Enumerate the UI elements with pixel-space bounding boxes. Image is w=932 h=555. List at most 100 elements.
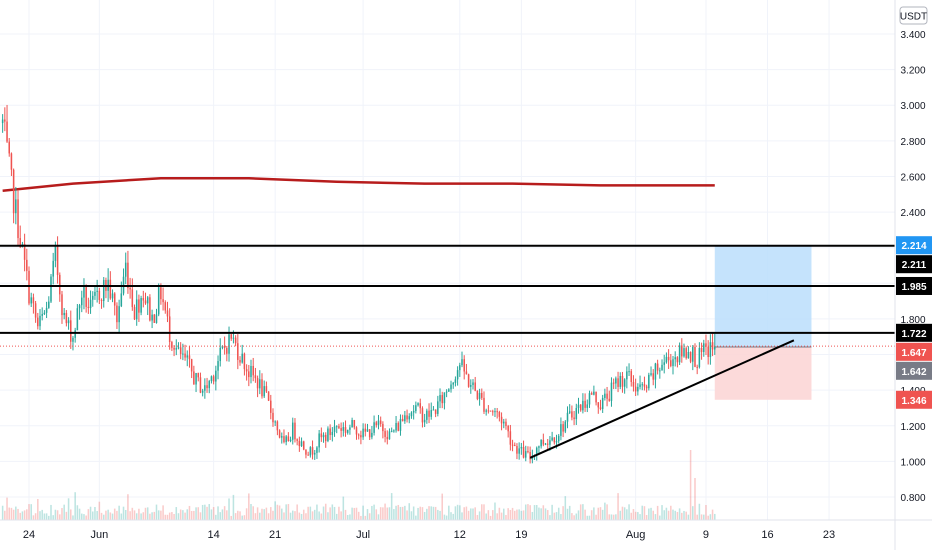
candle-body: [711, 342, 714, 350]
candle-body: [168, 316, 171, 343]
volume-bar: [406, 510, 408, 520]
candle-body: [333, 426, 336, 432]
volume-bar: [417, 507, 419, 520]
volume-bar: [302, 509, 305, 520]
target-zone[interactable]: [714, 245, 812, 348]
candle-body: [404, 415, 406, 422]
candle-body: [78, 305, 81, 309]
candle-body: [586, 404, 589, 408]
candle-body: [87, 306, 90, 309]
horizontal-levels[interactable]: [0, 244, 895, 347]
trendline[interactable]: [529, 339, 795, 459]
y-tick-label: 1.800: [900, 315, 925, 326]
volume-bar: [175, 507, 178, 520]
volume-bar: [109, 512, 112, 520]
candle-body: [283, 436, 285, 443]
volume-bar: [628, 504, 630, 520]
volume-bar: [489, 515, 492, 520]
volume-bar: [623, 507, 626, 520]
candle-body: [707, 346, 709, 357]
volume-bar: [265, 507, 268, 520]
volume-bar: [399, 506, 402, 520]
volume-bar: [500, 512, 503, 520]
candle-body: [52, 260, 54, 277]
candle-body: [285, 436, 287, 443]
candle-body: [687, 351, 690, 359]
stop-zone[interactable]: [714, 347, 812, 400]
volume-bar: [459, 505, 461, 520]
candle-body: [590, 393, 593, 395]
volume-bar: [454, 506, 457, 520]
volume-bar: [85, 515, 87, 520]
volume-bar: [606, 504, 608, 520]
volume-bar: [373, 504, 375, 520]
volume-bar: [232, 494, 235, 520]
candle-body: [652, 373, 654, 380]
volume-bar: [676, 511, 679, 520]
volume-bar: [478, 511, 481, 520]
y-tick-label: 2.400: [900, 208, 925, 219]
candle-body: [516, 446, 518, 454]
candle-body: [127, 262, 129, 289]
trendline-group[interactable]: [529, 339, 795, 459]
position-zones[interactable]: [714, 245, 812, 400]
candle-body: [226, 347, 228, 354]
candle-body: [190, 359, 193, 372]
candle-body: [386, 436, 389, 440]
price-axis-panel[interactable]: [895, 0, 932, 550]
candle-body: [689, 351, 692, 362]
candle-body: [371, 432, 373, 438]
volume-bar: [404, 505, 406, 520]
volume-bar: [208, 504, 211, 520]
candle-body: [153, 314, 156, 323]
candle-body: [291, 422, 294, 440]
candle-body: [430, 410, 433, 417]
volume-bar: [346, 515, 349, 520]
volume-bar: [648, 508, 650, 520]
x-tick-label: Jun: [90, 529, 108, 541]
y-tick-label: 0.800: [900, 493, 925, 504]
volume-bars: [1, 450, 716, 520]
price-tags: 2.214 2.211 1.985 1.722 1.647 1.642 1.346: [896, 236, 932, 409]
candle-body: [360, 435, 362, 438]
candle-body: [212, 376, 215, 382]
volume-bar: [140, 513, 142, 520]
volume-bar: [448, 505, 450, 520]
volume-bar: [263, 509, 265, 520]
volume-bar: [535, 504, 538, 520]
volume-bar: [560, 514, 562, 520]
volume-bar: [78, 508, 81, 520]
candle-body: [610, 382, 613, 401]
candle-body: [637, 386, 639, 392]
volume-bar: [320, 513, 323, 520]
candle-body: [511, 444, 514, 446]
candle-body: [650, 373, 652, 375]
candle-body: [582, 400, 584, 411]
volume-bar: [439, 510, 441, 520]
volume-bar: [588, 515, 591, 520]
volume-bar: [390, 493, 393, 520]
currency-badge[interactable]: USDT: [899, 6, 928, 25]
candle-body: [375, 422, 378, 426]
volume-bar: [80, 513, 83, 520]
candle-body: [524, 451, 527, 458]
candle-body: [302, 441, 305, 450]
candle-body: [696, 366, 698, 368]
candle-body: [186, 355, 189, 358]
x-tick-label: 9: [703, 529, 709, 541]
volume-bar: [382, 507, 384, 520]
candle-body: [111, 293, 114, 299]
candle-body: [700, 347, 703, 353]
candle-body: [118, 306, 120, 323]
candle-body: [182, 353, 184, 355]
price-tag-label: 2.214: [901, 241, 926, 252]
candle-body: [698, 347, 701, 368]
candle-body: [692, 346, 694, 362]
candle-body: [648, 374, 650, 389]
volume-bar: [342, 496, 345, 520]
candle-body: [263, 386, 265, 397]
volume-bar: [162, 505, 164, 520]
volume-bar: [289, 512, 292, 520]
